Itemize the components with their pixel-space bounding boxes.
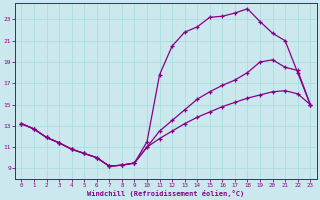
X-axis label: Windchill (Refroidissement éolien,°C): Windchill (Refroidissement éolien,°C) <box>87 190 244 197</box>
